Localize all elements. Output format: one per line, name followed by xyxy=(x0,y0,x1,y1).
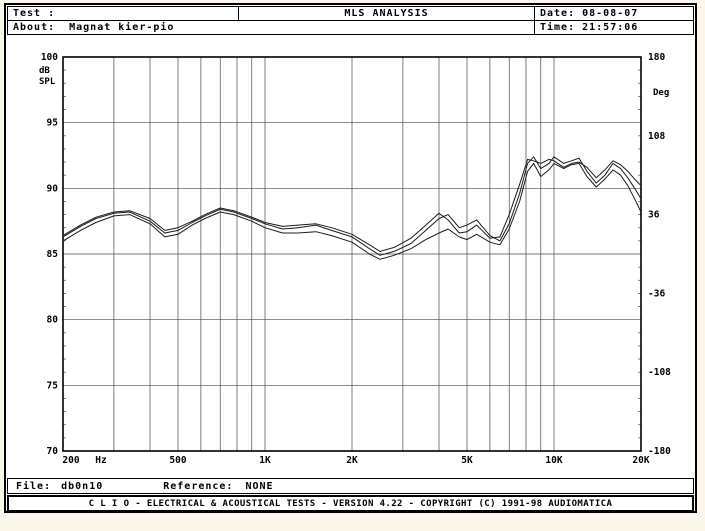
date-field: Date: 08-08-07 xyxy=(534,6,694,21)
y-left-tick-label: 95 xyxy=(47,118,59,129)
clio-window: Test : MLS ANALYSIS Date: 08-08-07 About… xyxy=(4,3,697,513)
y-right-tick-label: 108 xyxy=(648,131,665,142)
about-field: About: Magnat kier-pio xyxy=(7,20,535,35)
x-tick-label: 20K xyxy=(632,455,649,466)
file-bar: File: db0n10 Reference: NONE xyxy=(7,478,694,494)
y-axis-left-unit: SPL xyxy=(39,77,56,87)
response-curve-2 xyxy=(62,162,642,260)
x-tick-label: 10K xyxy=(545,455,562,466)
plot-frame xyxy=(62,56,642,452)
test-label: Test : xyxy=(13,8,56,19)
y-axis-left-unit: dB xyxy=(39,66,50,76)
y-left-tick-label: 100 xyxy=(41,52,58,63)
file-value: db0n10 xyxy=(61,480,104,492)
time-value: Time: 21:57:06 xyxy=(540,22,639,33)
x-tick-label: 1K xyxy=(259,455,271,466)
y-left-tick-label: 85 xyxy=(47,249,59,260)
y-left-tick-label: 75 xyxy=(47,380,59,391)
time-field: Time: 21:57:06 xyxy=(534,20,694,35)
date-value: Date: 08-08-07 xyxy=(540,8,639,19)
x-axis-unit: Hz xyxy=(95,455,107,466)
y-axis-right-labels: 180 108 36 -36 -108 -180 Deg xyxy=(648,52,671,457)
status-bar: C L I O - ELECTRICAL & ACOUSTICAL TESTS … xyxy=(7,495,694,512)
reference-label: Reference: xyxy=(163,480,234,492)
test-field: Test : xyxy=(7,6,239,21)
y-right-tick-label: -36 xyxy=(648,288,665,299)
y-left-tick-label: 80 xyxy=(47,315,59,326)
reference-value: NONE xyxy=(245,480,274,492)
x-tick-label: 2K xyxy=(346,455,358,466)
header-row-2: About: Magnat kier-pio Time: 21:57:06 xyxy=(7,20,694,35)
copyright-text: C L I O - ELECTRICAL & ACOUSTICAL TESTS … xyxy=(88,498,613,509)
mls-analysis-title: MLS ANALYSIS xyxy=(344,8,429,19)
page-title: MLS ANALYSIS xyxy=(238,6,535,21)
response-curve-1 xyxy=(62,156,642,256)
y-right-tick-label: -180 xyxy=(648,446,671,457)
about-label: About: xyxy=(13,22,56,33)
y-right-tick-label: -108 xyxy=(648,367,671,378)
x-tick-label: 500 xyxy=(169,455,186,466)
header-row-1: Test : MLS ANALYSIS Date: 08-08-07 xyxy=(7,6,694,21)
plot-grid xyxy=(63,57,642,451)
y-left-tick-label: 70 xyxy=(47,446,59,457)
y-right-tick-label: 180 xyxy=(648,52,665,63)
frequency-response-chart: 100 95 90 85 80 75 70 dB SPL 180 108 36 -36 -108 -180 D… xyxy=(7,37,694,477)
y-axis-right-unit: Deg xyxy=(653,88,669,98)
response-curve-3 xyxy=(62,158,642,252)
y-left-tick-label: 90 xyxy=(47,183,59,194)
x-tick-label: 5K xyxy=(461,455,473,466)
y-right-tick-label: 36 xyxy=(648,210,660,221)
file-label: File: xyxy=(16,480,52,492)
x-axis-labels: 200 500 1K 2K 5K 10K 20K Hz xyxy=(62,455,649,466)
about-value: Magnat kier-pio xyxy=(69,22,175,33)
x-tick-label: 200 xyxy=(62,455,79,466)
